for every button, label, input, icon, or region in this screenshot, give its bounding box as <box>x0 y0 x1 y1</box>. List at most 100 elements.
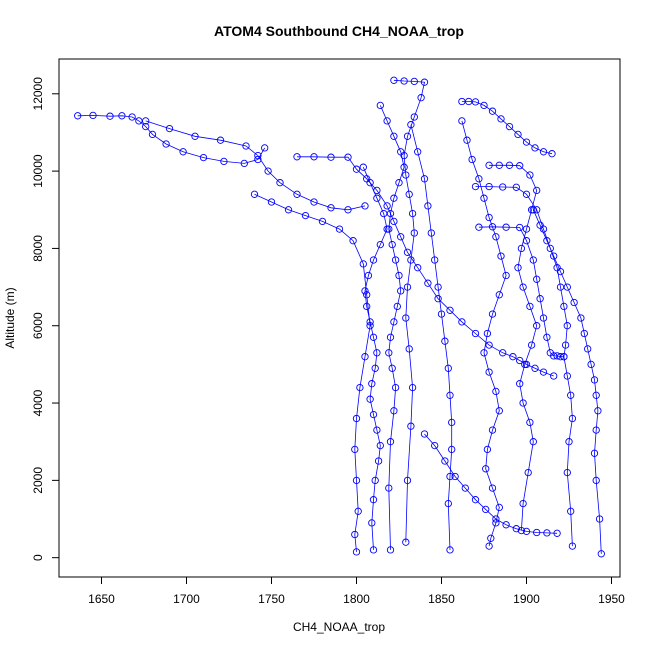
data-point <box>505 122 514 131</box>
data-point <box>366 318 374 326</box>
data-point <box>216 136 225 144</box>
data-point <box>400 163 408 171</box>
data-point <box>519 499 527 508</box>
data-point <box>352 414 361 423</box>
data-point <box>471 329 480 338</box>
data-point <box>471 98 480 106</box>
data-point <box>327 204 335 212</box>
data-point <box>118 112 126 120</box>
data-point <box>142 117 150 125</box>
data-point <box>344 206 352 214</box>
data-point <box>521 360 529 369</box>
data-point <box>400 151 408 160</box>
data-point <box>522 527 531 536</box>
data-point <box>106 112 114 120</box>
data-point <box>565 438 573 446</box>
data-point <box>548 150 556 158</box>
data-point <box>587 360 595 369</box>
data-point <box>359 163 367 171</box>
data-point <box>485 368 493 376</box>
data-point <box>563 283 571 291</box>
data-point <box>393 302 401 311</box>
data-point <box>407 121 415 129</box>
data-point <box>437 310 446 318</box>
data-point <box>284 206 293 214</box>
data-point <box>580 329 588 338</box>
data-point <box>385 349 393 357</box>
data-point <box>502 521 510 529</box>
data-point <box>327 153 335 161</box>
data-point <box>261 144 269 152</box>
data-point <box>267 198 276 206</box>
data-point <box>567 507 575 515</box>
data-point <box>595 515 604 523</box>
data-series-15 <box>420 430 561 537</box>
data-point <box>369 496 378 504</box>
data-point <box>543 333 551 341</box>
data-point <box>446 472 454 481</box>
data-point <box>483 445 492 454</box>
data-point <box>352 476 361 485</box>
data-point <box>386 333 395 341</box>
chart-title: ATOM4 Southbound CH4_NOAA_trop <box>214 23 464 39</box>
data-point <box>240 159 248 168</box>
data-point <box>301 211 310 220</box>
data-point <box>388 240 396 249</box>
y-tick-label: 12000 <box>31 77 45 111</box>
data-point <box>349 237 357 245</box>
data-point <box>405 345 413 353</box>
data-point <box>560 353 568 361</box>
data-point <box>495 291 503 299</box>
data-point <box>519 283 527 291</box>
data-point <box>371 476 379 485</box>
data-point <box>539 314 548 322</box>
data-point <box>74 112 82 120</box>
data-point <box>533 322 541 330</box>
data-point <box>368 519 376 527</box>
series-line <box>475 186 573 547</box>
x-tick-label: 1650 <box>88 592 115 606</box>
data-point <box>388 364 396 372</box>
data-point <box>480 194 488 202</box>
data-point <box>485 161 493 169</box>
data-point <box>471 182 480 191</box>
data-series-1 <box>74 111 269 168</box>
y-tick-label: 8000 <box>31 235 45 262</box>
data-point <box>434 283 442 291</box>
data-point <box>390 407 398 415</box>
x-tick-label: 1900 <box>513 592 540 606</box>
data-point <box>495 407 503 415</box>
x-tick-label: 1750 <box>258 592 285 606</box>
data-point <box>505 161 514 169</box>
data-point <box>482 465 490 473</box>
data-point <box>594 407 602 415</box>
data-series-8 <box>407 121 456 554</box>
data-point <box>368 380 376 388</box>
series-line <box>145 120 366 211</box>
data-point <box>361 202 369 210</box>
data-point <box>553 352 561 360</box>
data-point <box>522 138 531 146</box>
data-point <box>369 256 378 264</box>
data-point <box>424 279 432 287</box>
data-point <box>483 329 492 338</box>
data-point <box>592 476 600 485</box>
data-point <box>408 383 417 392</box>
data-point <box>391 256 400 264</box>
series-line <box>410 124 453 550</box>
data-point <box>516 356 524 365</box>
data-point <box>529 438 537 446</box>
data-point <box>344 153 352 161</box>
series-line <box>77 114 266 164</box>
data-point <box>364 271 373 280</box>
data-point <box>556 267 565 276</box>
data-point <box>310 198 318 206</box>
data-point <box>539 148 548 156</box>
y-tick-label: 2000 <box>31 467 45 494</box>
data-point <box>366 395 374 403</box>
series-line <box>489 164 538 531</box>
data-point <box>458 117 466 125</box>
x-tick-label: 1850 <box>428 592 455 606</box>
data-point <box>405 190 413 198</box>
